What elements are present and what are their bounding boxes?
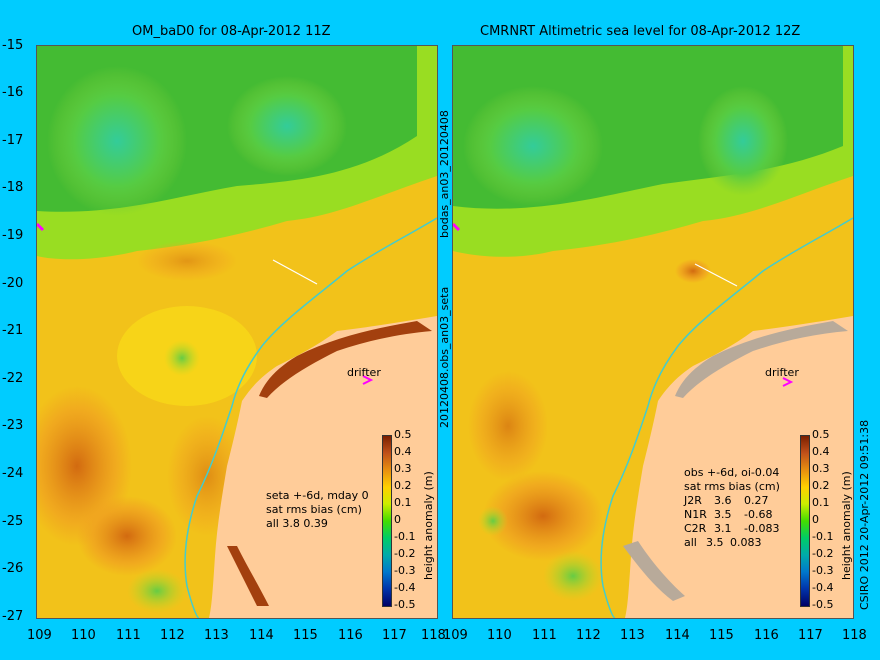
colorbar-tick: 0.4 — [812, 445, 830, 458]
x-tick: 109 — [27, 628, 52, 643]
x-tick: 115 — [293, 628, 318, 643]
right-colorbar-label: height anomaly (m) — [840, 471, 853, 580]
x-tick: 116 — [754, 628, 779, 643]
right-map-field — [453, 46, 853, 618]
left-stats-line-1: seta +-6d, mday 0 — [266, 489, 369, 502]
right-map: drifter obs +-6d, oi-0.04 sat rms bias (… — [452, 45, 854, 619]
left-stats-line-3: all 3.8 0.39 — [266, 517, 328, 530]
colorbar-tick: 0.4 — [394, 445, 412, 458]
colorbar-tick: -0.4 — [394, 581, 416, 594]
colorbar-tick: -0.5 — [812, 598, 834, 611]
x-tick: 118 — [842, 628, 867, 643]
left-map-title: OM_baD0 for 08-Apr-2012 11Z — [132, 24, 331, 39]
colorbar-tick: 0.3 — [812, 462, 830, 475]
y-tick: -23 — [2, 418, 24, 433]
left-colorbar-label: height anomaly (m) — [422, 471, 435, 580]
x-tick: 112 — [160, 628, 185, 643]
y-tick: -22 — [2, 371, 24, 386]
x-tick: 110 — [71, 628, 96, 643]
x-tick: 110 — [487, 628, 512, 643]
x-tick: 113 — [620, 628, 645, 643]
colorbar-tick: -0.3 — [394, 564, 416, 577]
x-tick: 111 — [532, 628, 557, 643]
y-tick: -21 — [2, 323, 24, 338]
colorbar-tick: 0.3 — [394, 462, 412, 475]
middle-label: 20120408.obs_an03_seta — [438, 286, 451, 428]
colorbar-tick: 0 — [812, 513, 819, 526]
colorbar-tick: 0.1 — [812, 496, 830, 509]
x-tick: 113 — [204, 628, 229, 643]
x-tick: 116 — [338, 628, 363, 643]
credit-text: CSIRO 2012 20-Apr-2012 09:51:38 — [858, 419, 871, 610]
colorbar-tick: 0 — [394, 513, 401, 526]
colorbar-tick: -0.2 — [812, 547, 834, 560]
right-drifter-label: drifter — [765, 366, 799, 379]
y-tick: -20 — [2, 276, 24, 291]
colorbar-tick: 0.5 — [394, 428, 412, 441]
y-tick: -15 — [2, 38, 24, 53]
x-tick: 117 — [382, 628, 407, 643]
right-stats-box: obs +-6d, oi-0.04 sat rms bias (cm) J2R 3… — [684, 466, 780, 550]
right-stats-header-1: obs +-6d, oi-0.04 — [684, 466, 780, 479]
colorbar-tick: -0.2 — [394, 547, 416, 560]
colorbar-tick: 0.2 — [812, 479, 830, 492]
left-drifter-label: drifter — [347, 366, 381, 379]
right-stats-row: J2R 3.6 0.27 — [684, 494, 769, 507]
colorbar-tick: 0.5 — [812, 428, 830, 441]
x-tick: 118 — [421, 628, 446, 643]
right-colorbar — [800, 435, 810, 607]
left-map: drifter seta +-6d, mday 0 sat rms bias (… — [36, 45, 438, 619]
right-stats-row: all 3.5 0.083 — [684, 536, 762, 549]
x-tick: 115 — [709, 628, 734, 643]
left-stats-line-2: sat rms bias (cm) — [266, 503, 362, 516]
right-stats-row: C2R 3.1 -0.083 — [684, 522, 780, 535]
colorbar-tick: -0.3 — [812, 564, 834, 577]
colorbar-tick: 0.1 — [394, 496, 412, 509]
y-tick: -26 — [2, 561, 24, 576]
x-tick: 112 — [576, 628, 601, 643]
colorbar-tick: -0.4 — [812, 581, 834, 594]
y-tick: -19 — [2, 228, 24, 243]
colorbar-tick: -0.1 — [812, 530, 834, 543]
x-tick: 117 — [798, 628, 823, 643]
x-tick: 109 — [443, 628, 468, 643]
y-tick: -24 — [2, 466, 24, 481]
x-tick: 111 — [116, 628, 141, 643]
y-tick: -25 — [2, 514, 24, 529]
colorbar-tick: -0.5 — [394, 598, 416, 611]
x-tick: 114 — [665, 628, 690, 643]
x-tick: 114 — [249, 628, 274, 643]
left-stats-box: seta +-6d, mday 0 sat rms bias (cm) all … — [266, 489, 369, 531]
right-map-title: CMRNRT Altimetric sea level for 08-Apr-2… — [480, 24, 801, 39]
y-tick: -27 — [2, 609, 24, 624]
right-stats-header-2: sat rms bias (cm) — [684, 480, 780, 493]
left-map-field — [37, 46, 437, 618]
y-tick: -17 — [2, 133, 24, 148]
right-stats-row: N1R 3.5 -0.68 — [684, 508, 773, 521]
left-colorbar — [382, 435, 392, 607]
colorbar-tick: -0.1 — [394, 530, 416, 543]
y-tick: -16 — [2, 85, 24, 100]
colorbar-tick: 0.2 — [394, 479, 412, 492]
y-tick: -18 — [2, 180, 24, 195]
middle-label-top: bodas_an03_20120408 — [438, 110, 451, 238]
